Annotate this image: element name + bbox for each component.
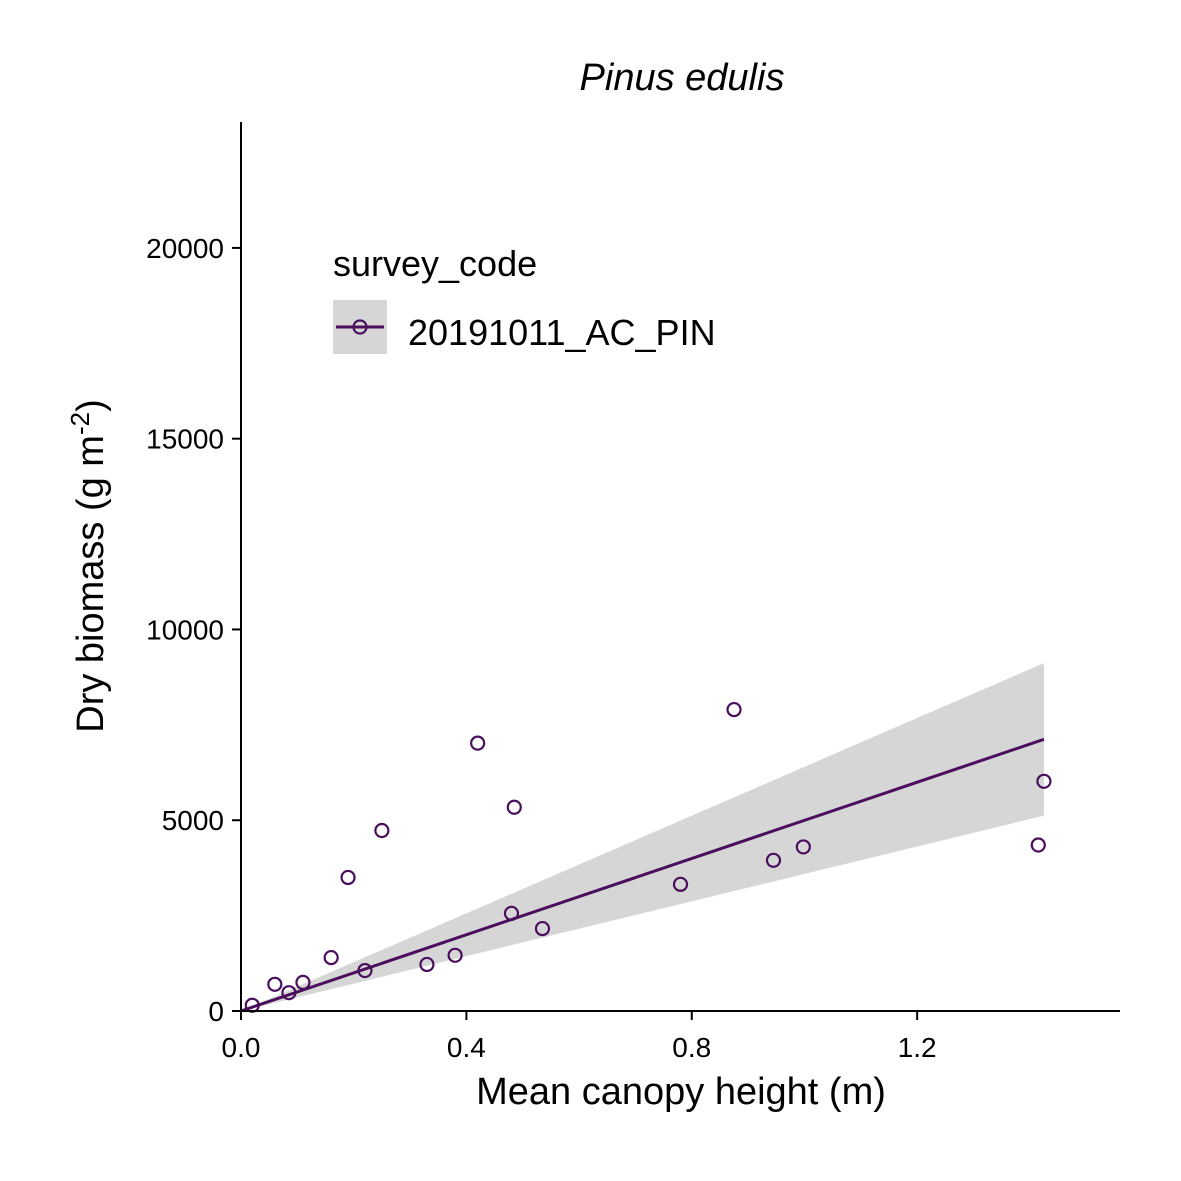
data-point: [340, 869, 356, 886]
y-tick-label: 5000: [162, 805, 224, 836]
data-point: [534, 920, 551, 937]
y-axis-ticks: 0 5000 10000 15000 20000: [146, 233, 241, 1027]
data-point: [357, 962, 373, 979]
legend-title: survey_code: [333, 243, 537, 284]
legend-key-point: [352, 319, 368, 335]
data-point: [795, 839, 811, 855]
y-axis-title: Dry biomass (g m-2): [65, 399, 112, 733]
data-point: [281, 985, 297, 1001]
y-axis-title-main: Dry biomass (g m: [70, 435, 112, 733]
data-point: [447, 947, 463, 963]
chart-title: Pinus edulis: [580, 57, 785, 99]
y-tick-label: 15000: [146, 424, 224, 455]
data-point: [503, 905, 520, 921]
data-point: [295, 974, 311, 990]
x-tick-label: 1.2: [898, 1032, 937, 1063]
legend: survey_code 20191011_AC_PIN: [333, 243, 716, 354]
y-axis-title-close: ): [70, 399, 112, 412]
x-tick-label: 0.4: [447, 1032, 486, 1063]
regression-line: [240, 737, 1045, 1013]
confidence-band: [241, 663, 1044, 1011]
data-point: [267, 976, 283, 992]
x-tick-label: 0.0: [222, 1032, 261, 1063]
legend-entry-label: 20191011_AC_PIN: [408, 312, 716, 353]
data-point: [1030, 837, 1046, 853]
data-point: [726, 701, 742, 718]
data-point: [506, 799, 522, 815]
x-axis-ticks: 0.0 0.4 0.8 1.2: [222, 1011, 937, 1063]
x-tick-label: 0.8: [672, 1032, 711, 1063]
y-tick-label: 0: [208, 996, 224, 1027]
y-tick-label: 20000: [146, 233, 224, 264]
y-tick-label: 10000: [146, 614, 224, 645]
data-point: [470, 735, 486, 751]
data-point: [419, 956, 435, 973]
x-axis-title: Mean canopy height (m): [476, 1071, 886, 1113]
data-point: [1036, 773, 1052, 789]
data-point: [765, 852, 782, 868]
data-point: [323, 949, 339, 966]
plot-area: [240, 663, 1052, 1013]
y-axis-title-superscript: -2: [65, 412, 95, 435]
data-points: [244, 701, 1052, 1013]
data-point: [672, 876, 689, 892]
data-point: [374, 822, 390, 839]
